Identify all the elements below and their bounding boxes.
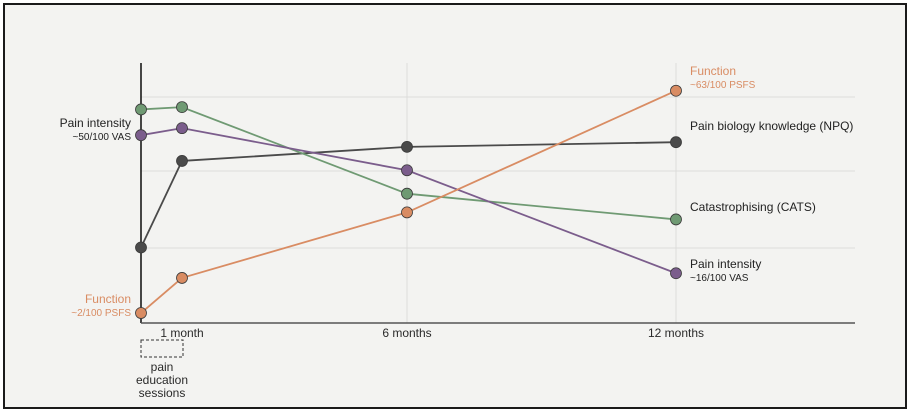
data-point-pain-intensity xyxy=(670,267,682,280)
annotation-cats-end-label: Catastrophising (CATS) xyxy=(690,200,816,214)
series-line-function xyxy=(140,89,677,314)
data-point-pain-biology-knowledge-npq xyxy=(176,155,188,167)
series-line-pain-intensity xyxy=(140,127,677,275)
data-point-catastrophising-cats xyxy=(135,103,147,116)
data-point-function xyxy=(401,206,413,219)
annotation-function-end-label: Function xyxy=(690,64,736,78)
data-point-catastrophising-cats xyxy=(176,101,188,113)
annotation-pain-intensity-end-label: Pain intensity xyxy=(690,257,761,271)
annotation-pain-intensity-start-label: Pain intensity xyxy=(60,116,131,130)
annotation-npq-end-label: Pain biology knowledge (NPQ) xyxy=(690,119,853,133)
data-point-pain-biology-knowledge-npq xyxy=(135,241,147,254)
annotation-pain-intensity-start-value: ~50/100 VAS xyxy=(73,132,132,143)
data-point-pain-intensity xyxy=(401,164,413,177)
x-tick-label: 1 month xyxy=(160,326,203,340)
x-tick-label: 6 months xyxy=(382,326,431,340)
data-point-pain-biology-knowledge-npq xyxy=(670,136,682,149)
annotation-function-start-value: ~2/100 PSFS xyxy=(71,308,131,319)
education-sessions-label: education xyxy=(136,373,188,387)
data-point-catastrophising-cats xyxy=(401,187,413,200)
data-point-pain-intensity xyxy=(135,129,147,142)
data-point-catastrophising-cats xyxy=(670,213,682,226)
series-line-catastrophising-cats xyxy=(140,106,677,221)
chart-frame: 1 month 6 months 12 months pain education ses… xyxy=(3,3,907,409)
data-point-function xyxy=(135,307,147,319)
education-sessions-label: pain xyxy=(151,360,174,374)
annotation-pain-intensity-end-value: ~16/100 VAS xyxy=(690,273,749,284)
data-point-function xyxy=(176,272,188,284)
data-point-function xyxy=(670,84,682,97)
x-tick-label: 12 months xyxy=(648,326,704,340)
education-sessions-label: sessions xyxy=(139,386,186,400)
annotation-function-start-label: Function xyxy=(85,292,131,306)
line-chart: 1 month 6 months 12 months paineducationses… xyxy=(60,63,855,400)
data-point-pain-biology-knowledge-npq xyxy=(401,140,413,153)
education-sessions-box xyxy=(140,339,184,358)
series-line-pain-biology-knowledge-npq xyxy=(140,141,677,248)
data-point-pain-intensity xyxy=(176,122,188,135)
annotation-function-end-value: ~63/100 PSFS xyxy=(690,80,756,91)
